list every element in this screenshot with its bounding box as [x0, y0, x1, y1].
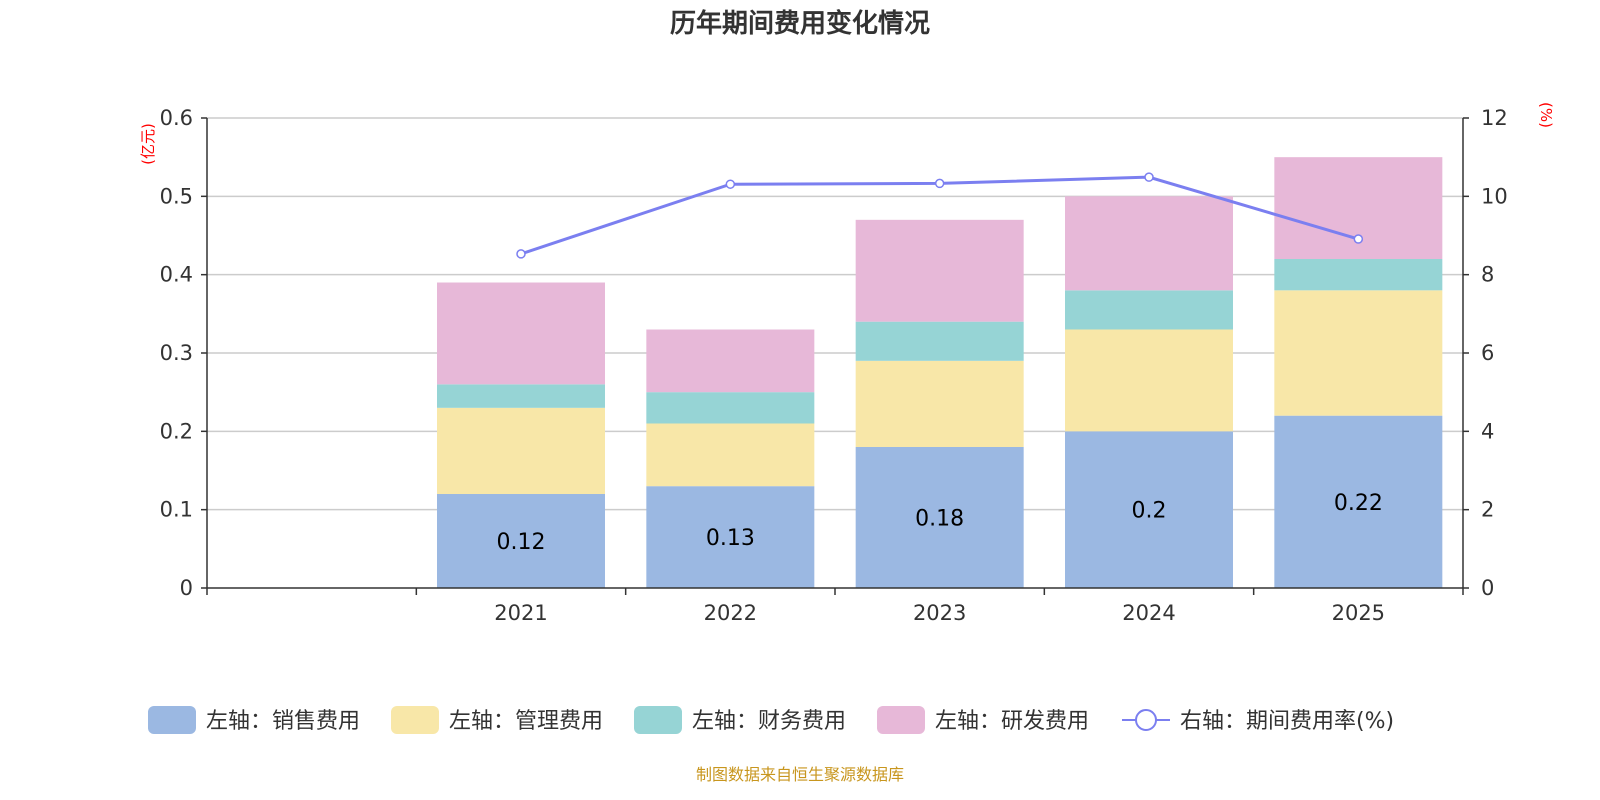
bar-segment — [1274, 415, 1443, 588]
bar-segment — [646, 486, 815, 588]
chart-title: 历年期间费用变化情况 — [670, 8, 930, 39]
legend-label: 左轴：财务费用 — [692, 709, 846, 734]
right-tick-label: 2 — [1481, 498, 1494, 522]
legend-label: 左轴：管理费用 — [449, 709, 603, 734]
line-point — [725, 179, 736, 189]
legend-swatch — [877, 706, 925, 734]
legend: 左轴：销售费用 左轴：管理费用 左轴：财务费用 左轴：研发费用 右轴：期间费用率(%) — [148, 706, 1394, 734]
source-note: 制图数据来自恒生聚源数据库 — [696, 765, 904, 784]
right-tick-label: 12 — [1481, 106, 1508, 130]
bar-segment — [1065, 196, 1233, 291]
x-tick-label: 2021 — [494, 601, 547, 625]
line-point — [516, 249, 526, 259]
legend-marker — [1135, 709, 1157, 731]
x-tick-label: 2023 — [913, 601, 966, 625]
bar-segment — [1065, 329, 1233, 432]
right-tick-label: 8 — [1481, 263, 1494, 287]
bar-segment — [1065, 431, 1233, 588]
line-point — [934, 178, 945, 189]
bar-segment — [437, 494, 605, 588]
bar-data-label: 0.2 — [1132, 499, 1167, 524]
bars — [437, 157, 1443, 588]
line-series — [516, 172, 1364, 259]
right-tick-label: 0 — [1481, 576, 1494, 600]
x-tick-label: 2025 — [1332, 601, 1385, 625]
bar-segment — [646, 329, 815, 393]
line-point — [1353, 234, 1364, 244]
bar-data-label: 0.13 — [706, 526, 755, 551]
left-tick-label: 0.1 — [160, 498, 193, 522]
x-tick-label: 2024 — [1122, 601, 1175, 625]
right-tick-label: 6 — [1481, 341, 1494, 365]
left-tick-label: 0.6 — [160, 106, 193, 130]
right-axis-unit: (%) — [1537, 102, 1555, 128]
right-tick-label: 4 — [1481, 419, 1494, 443]
legend-swatch — [148, 706, 196, 734]
left-tick-label: 0.4 — [160, 263, 193, 287]
legend-label: 右轴：期间费用率(%) — [1180, 709, 1394, 734]
left-tick-label: 0.3 — [160, 341, 193, 365]
x-tick-label: 2022 — [704, 601, 757, 625]
bar-segment — [855, 447, 1024, 588]
legend-label: 左轴：销售费用 — [206, 709, 360, 734]
bar-segment — [855, 321, 1024, 361]
bar-segment — [1274, 290, 1443, 416]
bar-segment — [1065, 290, 1233, 330]
bar-segment — [855, 219, 1024, 322]
grid — [207, 117, 1463, 511]
bar-segment — [437, 384, 605, 408]
legend-swatch — [634, 706, 682, 734]
data-labels: 0.12 0.13 0.18 0.2 0.22 — [497, 491, 1383, 555]
bar-segment — [855, 360, 1024, 447]
left-axis-unit: (亿元) — [139, 123, 157, 165]
bar-segment — [437, 282, 605, 385]
left-tick-label: 0 — [180, 576, 193, 600]
axes: 0 0.1 0.2 0.3 0.4 0.5 0.6 0 2 4 6 8 10 12 2021 2022 2023… — [160, 106, 1508, 625]
bar-segment — [437, 407, 605, 494]
right-tick-label: 10 — [1481, 184, 1508, 208]
bar-data-label: 0.22 — [1334, 491, 1383, 516]
left-tick-label: 0.2 — [160, 419, 193, 443]
left-tick-label: 0.5 — [160, 184, 193, 208]
legend-label: 左轴：研发费用 — [935, 709, 1089, 734]
bar-segment — [646, 423, 815, 487]
bar-segment — [1274, 259, 1443, 291]
line-point — [1144, 172, 1154, 182]
bar-data-label: 0.12 — [497, 530, 546, 555]
bar-data-label: 0.18 — [915, 507, 964, 532]
bar-segment — [646, 392, 815, 424]
legend-swatch — [391, 706, 439, 734]
